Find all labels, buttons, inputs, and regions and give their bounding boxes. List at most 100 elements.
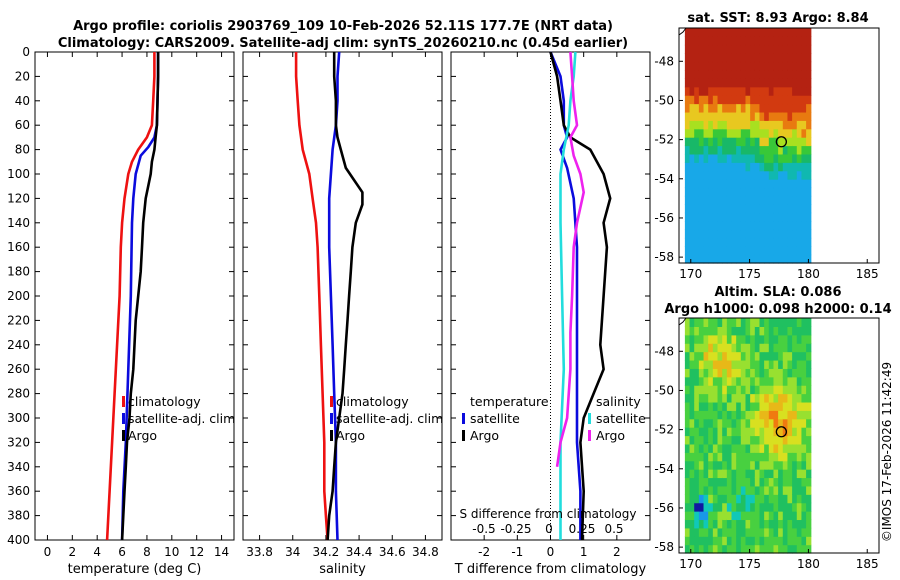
sst-map-heatmap-cell [745, 246, 751, 256]
sst-map-heatmap-cell [722, 86, 728, 96]
sst-map-heatmap-cell [792, 246, 798, 256]
sla-map-heatmap-cell [740, 334, 747, 344]
sst-map-heatmap-cell [726, 187, 733, 197]
sst-map-heatmap-cell [778, 162, 784, 172]
sst-map-heatmap-cell [806, 103, 812, 113]
sla-map-heatmap-cell [796, 393, 803, 403]
sla-map-heatmap-cell [796, 519, 803, 529]
sst-map-heatmap-cell [778, 179, 784, 189]
sla-map-heatmap-cell [726, 511, 733, 521]
sla-map-heatmap-cell [745, 527, 751, 537]
sst-map-heatmap-cell [698, 103, 705, 113]
sla-map-heatmap-cell [731, 527, 737, 537]
sst-map-heatmap-cell [722, 137, 728, 147]
sst-map-heatmap-cell [759, 69, 765, 79]
sst-map-heatmap-cell [717, 69, 723, 79]
sla-map-heatmap-cell [768, 502, 775, 512]
sla-map-heatmap-cell [806, 410, 812, 420]
sst-map-heatmap-cell [745, 61, 751, 71]
sst-map-heatmap-cell [731, 53, 737, 63]
sst-map-heatmap-cell [754, 162, 761, 172]
sst-map-heatmap-cell [740, 229, 747, 239]
sla-map-heatmap-cell [698, 393, 705, 403]
sla-map-heatmap-cell [782, 469, 789, 479]
sla-map-heatmap-cell [782, 494, 789, 504]
sst-map-heatmap-cell [745, 103, 751, 113]
sla-map-heatmap-cell [694, 427, 700, 437]
sla-map-heatmap-cell [768, 418, 775, 428]
sst-map-heatmap-cell [750, 187, 756, 197]
sla-map-heatmap-cell [787, 502, 793, 512]
sst-map-heatmap-cell [740, 28, 747, 37]
sst-map-heatmap-cell [726, 111, 733, 121]
sst-map-heatmap-cell [740, 195, 747, 205]
sst-map-heatmap-cell [726, 120, 733, 130]
sla-map-heatmap-cell [694, 393, 700, 403]
sla-map-heatmap-cell [801, 318, 807, 327]
sst-map-heatmap-cell [689, 95, 695, 105]
sla-map-heatmap-cell [722, 376, 728, 386]
sla-map-heatmap-cell [754, 401, 761, 411]
sla-map-heatmap-cell [708, 318, 714, 327]
sla-map-heatmap-cell [759, 343, 765, 353]
difference-legend-swatch [588, 430, 591, 441]
sst-map-heatmap-cell [731, 86, 737, 96]
sst-map-heatmap-cell [792, 53, 798, 63]
sst-map-heatmap-cell [726, 212, 733, 222]
sst-map-heatmap-cell [745, 212, 751, 222]
sla-map-heatmap-cell [801, 435, 807, 445]
sla-map-heatmap-cell [750, 502, 756, 512]
sst-map-heatmap-cell [792, 86, 798, 96]
sla-map-heatmap-cell [745, 460, 751, 470]
sla-map-heatmap-cell [773, 443, 779, 453]
sst-map-heatmap-cell [736, 237, 742, 247]
sla-map-heatmap-cell [731, 334, 737, 344]
sst-map-heatmap-cell [731, 229, 737, 239]
sla-map-heatmap-cell [717, 485, 723, 495]
sla-map-heatmap-cell [782, 511, 789, 521]
sla-map-heatmap-cell [712, 452, 719, 462]
sla-map-heatmap-cell [694, 368, 700, 378]
sst-map-heatmap-cell [773, 61, 779, 71]
sst-map-heatmap-cell [698, 212, 705, 222]
sst-map-axes-frame [678, 27, 880, 264]
sla-map-heatmap-cell [731, 385, 737, 395]
sst-map-heatmap-cell [708, 120, 714, 130]
sst-map-heatmap-cell [684, 170, 691, 180]
sst-map-heatmap-cell [745, 120, 751, 130]
sla-map-heatmap-cell [754, 351, 761, 361]
sst-map-heatmap-cell [750, 53, 756, 63]
sst-map-heatmap-cell [703, 86, 709, 96]
sla-map-heatmap-cell [684, 326, 691, 336]
sst-map-heatmap-cell [745, 53, 751, 63]
sst-map-heatmap-cell [698, 69, 705, 79]
sla-map-heatmap-cell [768, 527, 775, 537]
sst-map-heatmap-cell [796, 53, 803, 63]
sst-map-heatmap-cell [768, 95, 775, 105]
sla-map-heatmap-cell [731, 410, 737, 420]
sla-map-heatmap-cell [792, 376, 798, 386]
sst-map-heatmap-cell [806, 229, 812, 239]
sla-map-heatmap-cell [792, 544, 798, 554]
temperature-ytick-label: 200 [7, 289, 30, 303]
temperature-ytick-label: 320 [7, 435, 30, 449]
salinity-legend-label: climatology [336, 394, 409, 409]
sla-map-heatmap-cell [712, 326, 719, 336]
sst-map-heatmap-cell [754, 246, 761, 256]
sst-map-heatmap-cell [801, 128, 807, 138]
sla-map-heatmap-cell [806, 460, 812, 470]
sst-map-heatmap-cell [792, 195, 798, 205]
sla-map-heatmap-cell [782, 401, 789, 411]
sla-map-heatmap-cell [782, 443, 789, 453]
salinity-legend-swatch [330, 413, 333, 424]
sla-map-heatmap-cell [684, 502, 691, 512]
sst-map-heatmap-cell [759, 61, 765, 71]
sst-map-heatmap-cell [796, 170, 803, 180]
sst-map-heatmap-cell [712, 36, 719, 46]
sst-map-heatmap-cell [722, 162, 728, 172]
sla-map-heatmap-cell [764, 318, 770, 327]
sla-map-heatmap-cell [745, 519, 751, 529]
sla-map-heatmap-cell [801, 443, 807, 453]
sst-map-heatmap-cell [801, 103, 807, 113]
sla-map-heatmap-cell [782, 343, 789, 353]
